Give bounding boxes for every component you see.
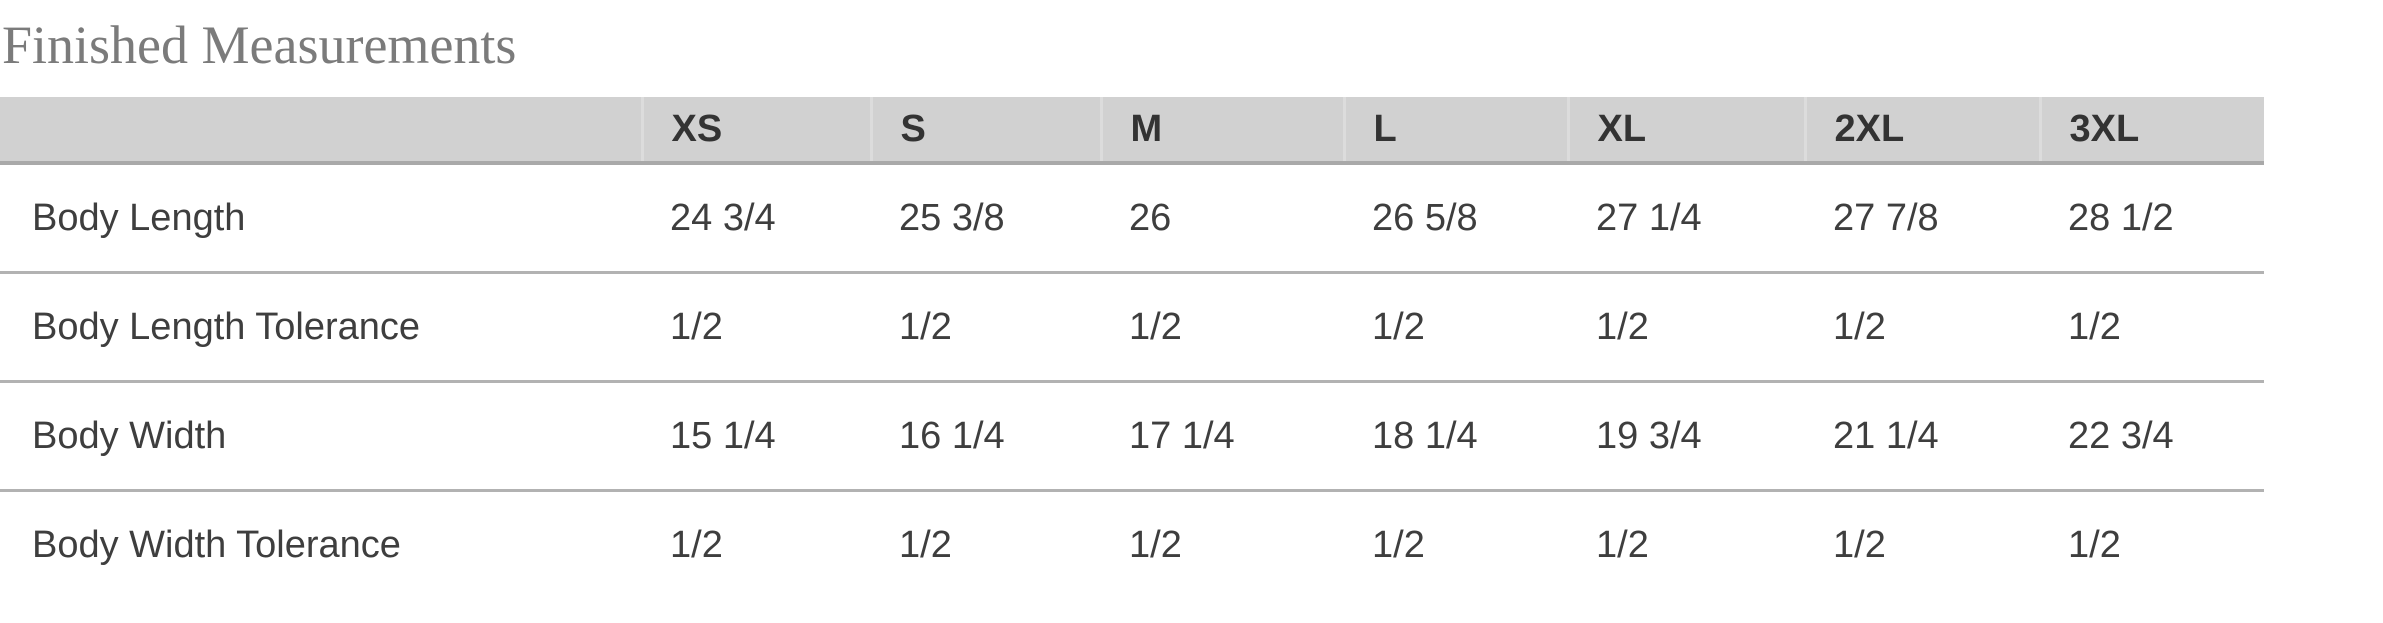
corner-header-cell (0, 97, 642, 166)
table-row: Body Length Tolerance 1/2 1/2 1/2 1/2 1/… (0, 272, 2264, 384)
measurement-value: 1/2 (2040, 272, 2264, 384)
measurement-value: 27 1/4 (1568, 163, 1805, 275)
measurement-value: 1/2 (1129, 523, 1182, 566)
measurement-row-label: Body Length (0, 163, 642, 275)
measurement-value: 1/2 (670, 523, 723, 566)
size-column-header: XS (640, 97, 871, 166)
measurement-value: 22 3/4 (2040, 381, 2264, 493)
measurement-value: 27 7/8 (1805, 163, 2040, 275)
measurement-value: 1/2 (1101, 272, 1344, 384)
measurement-row-label: Body Length Tolerance (0, 272, 642, 384)
measurement-value: 28 1/2 (2040, 163, 2264, 275)
measurement-value: 17 1/4 (1101, 381, 1344, 493)
measurement-value: 24 3/4 (642, 163, 871, 275)
size-column-header: S (869, 97, 1101, 166)
measurement-value: 25 3/8 (871, 163, 1101, 275)
measurement-value: 26 (1101, 163, 1344, 275)
measurement-value: 18 1/4 (1344, 381, 1568, 493)
size-column-header: L (1342, 97, 1568, 166)
size-column-header: 2XL (1803, 97, 2040, 166)
measurement-value: 1/2 (1568, 272, 1805, 384)
measurement-value: 1/2 (899, 523, 952, 566)
measurement-value: 1/2 (2068, 523, 2121, 566)
measurement-row-label: Body Width (0, 381, 642, 493)
measurement-value: 1/2 (1372, 523, 1425, 566)
page-title: Finished Measurements (2, 15, 517, 75)
measurement-value: 19 3/4 (1568, 381, 1805, 493)
size-column-header: M (1099, 97, 1344, 166)
size-column-header: 3XL (2038, 97, 2264, 166)
measurement-value: 1/2 (1805, 272, 2040, 384)
finished-measurements-table: XS S M L XL 2XL 3XL Body Length 24 3/4 2… (0, 97, 2264, 598)
table-row: Body Width Tolerance 1/2 1/2 1/2 1/2 1/2… (0, 491, 2264, 599)
measurement-value: 21 1/4 (1805, 381, 2040, 493)
size-column-header: XL (1566, 97, 1805, 166)
measurement-value: 1/2 (1596, 523, 1649, 566)
measurement-row-label: Body Width Tolerance (32, 523, 401, 566)
table-row: Body Length 24 3/4 25 3/8 26 26 5/8 27 1… (0, 163, 2264, 275)
table-row: Body Width 15 1/4 16 1/4 17 1/4 18 1/4 1… (0, 381, 2264, 493)
table-header-row: XS S M L XL 2XL 3XL (0, 97, 2264, 166)
measurement-value: 1/2 (1833, 523, 1886, 566)
measurement-value: 1/2 (871, 272, 1101, 384)
measurement-value: 1/2 (642, 272, 871, 384)
measurement-value: 16 1/4 (871, 381, 1101, 493)
measurement-value: 1/2 (1344, 272, 1568, 384)
measurement-value: 26 5/8 (1344, 163, 1568, 275)
measurement-value: 15 1/4 (642, 381, 871, 493)
